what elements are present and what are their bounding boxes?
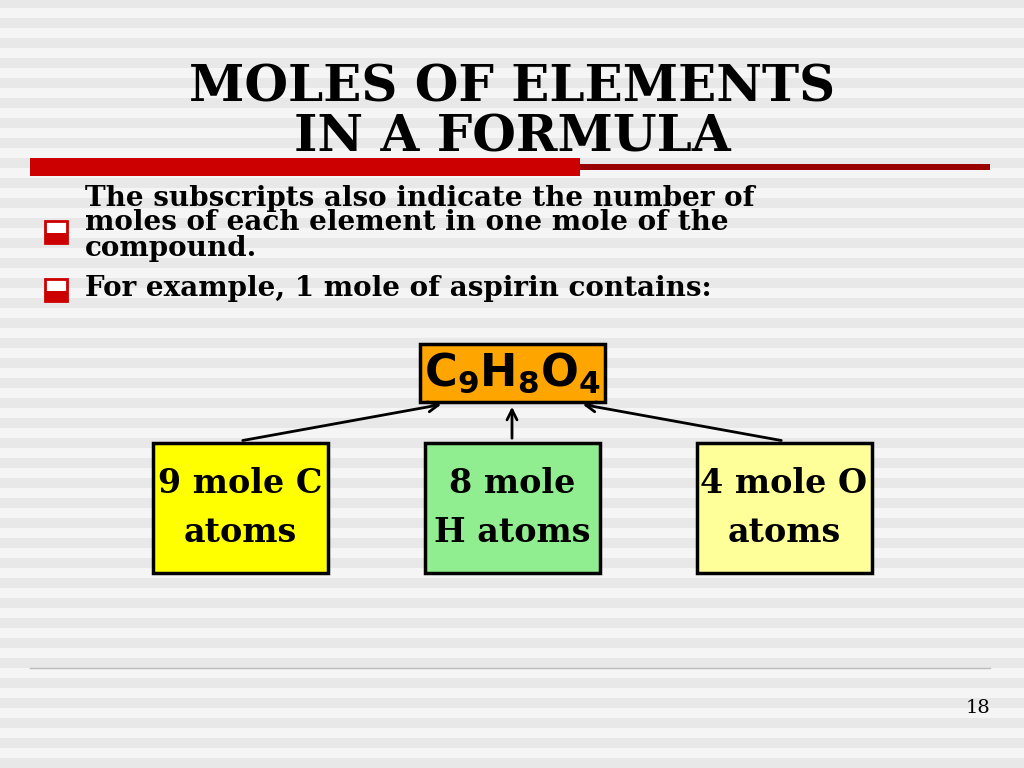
Text: compound.: compound. xyxy=(85,234,257,261)
Bar xyxy=(153,443,328,573)
Bar xyxy=(0,648,1024,658)
Bar xyxy=(0,348,1024,358)
Bar xyxy=(0,748,1024,758)
Bar xyxy=(0,128,1024,138)
Bar xyxy=(0,598,1024,608)
Bar xyxy=(0,18,1024,28)
Bar xyxy=(0,568,1024,578)
Bar xyxy=(0,288,1024,298)
Text: The subscripts also indicate the number of: The subscripts also indicate the number … xyxy=(85,184,755,211)
Bar xyxy=(0,698,1024,708)
Bar xyxy=(0,638,1024,648)
Bar xyxy=(0,68,1024,78)
Bar xyxy=(0,0,1024,8)
Bar xyxy=(0,738,1024,748)
Text: moles of each element in one mole of the: moles of each element in one mole of the xyxy=(85,210,729,237)
Bar xyxy=(0,668,1024,678)
Bar xyxy=(0,328,1024,338)
Bar xyxy=(0,228,1024,238)
Bar xyxy=(0,298,1024,308)
Bar xyxy=(0,398,1024,408)
Bar xyxy=(0,248,1024,258)
Bar xyxy=(0,28,1024,38)
Bar xyxy=(30,158,580,176)
Bar xyxy=(0,528,1024,538)
Bar xyxy=(0,198,1024,208)
Bar xyxy=(0,58,1024,68)
Bar xyxy=(0,38,1024,48)
Bar xyxy=(0,728,1024,738)
Bar xyxy=(0,678,1024,688)
Bar xyxy=(0,158,1024,168)
Bar xyxy=(0,138,1024,148)
Bar xyxy=(0,408,1024,418)
Bar xyxy=(0,468,1024,478)
Bar xyxy=(0,688,1024,698)
Bar xyxy=(0,548,1024,558)
Bar xyxy=(0,388,1024,398)
Bar xyxy=(0,118,1024,128)
Text: IN A FORMULA: IN A FORMULA xyxy=(294,114,730,163)
Bar xyxy=(0,708,1024,718)
Text: 9 mole C
atoms: 9 mole C atoms xyxy=(158,467,323,549)
Bar xyxy=(0,8,1024,18)
Bar xyxy=(0,258,1024,268)
Bar xyxy=(0,318,1024,328)
Bar xyxy=(0,218,1024,228)
Bar xyxy=(0,438,1024,448)
Bar xyxy=(580,164,990,170)
Bar xyxy=(0,208,1024,218)
Bar xyxy=(0,238,1024,248)
Bar xyxy=(0,148,1024,158)
Bar xyxy=(0,758,1024,768)
Bar xyxy=(420,344,605,402)
Bar xyxy=(0,108,1024,118)
Bar xyxy=(0,358,1024,368)
Bar xyxy=(0,88,1024,98)
Bar xyxy=(0,418,1024,428)
Text: 8 mole
H atoms: 8 mole H atoms xyxy=(434,467,590,549)
Bar xyxy=(0,178,1024,188)
Bar xyxy=(0,628,1024,638)
Bar xyxy=(0,618,1024,628)
Bar xyxy=(0,338,1024,348)
Bar xyxy=(0,718,1024,728)
Bar xyxy=(0,588,1024,598)
Bar xyxy=(45,291,67,301)
Bar xyxy=(0,578,1024,588)
Bar xyxy=(0,368,1024,378)
Bar xyxy=(0,168,1024,178)
Bar xyxy=(45,279,67,301)
Bar xyxy=(0,48,1024,58)
Bar xyxy=(0,278,1024,288)
Bar xyxy=(0,498,1024,508)
Bar xyxy=(0,268,1024,278)
Text: For example, 1 mole of aspirin contains:: For example, 1 mole of aspirin contains: xyxy=(85,274,712,302)
Bar xyxy=(0,188,1024,198)
Bar xyxy=(0,458,1024,468)
Bar xyxy=(0,78,1024,88)
Text: MOLES OF ELEMENTS: MOLES OF ELEMENTS xyxy=(189,64,835,112)
Bar xyxy=(45,233,67,243)
Bar xyxy=(0,508,1024,518)
Bar xyxy=(0,658,1024,668)
Text: 4 mole O
atoms: 4 mole O atoms xyxy=(700,467,867,549)
Bar xyxy=(0,608,1024,618)
Bar xyxy=(0,428,1024,438)
Bar xyxy=(0,538,1024,548)
Bar xyxy=(0,478,1024,488)
Bar xyxy=(0,308,1024,318)
Bar xyxy=(0,98,1024,108)
Bar xyxy=(0,448,1024,458)
Bar xyxy=(45,221,67,243)
Text: $\mathbf{C_9H_8O_4}$: $\mathbf{C_9H_8O_4}$ xyxy=(424,351,600,396)
Bar xyxy=(0,378,1024,388)
Bar xyxy=(0,488,1024,498)
Bar xyxy=(0,518,1024,528)
Bar xyxy=(425,443,600,573)
Text: 18: 18 xyxy=(966,699,990,717)
Bar xyxy=(0,558,1024,568)
Bar xyxy=(697,443,872,573)
